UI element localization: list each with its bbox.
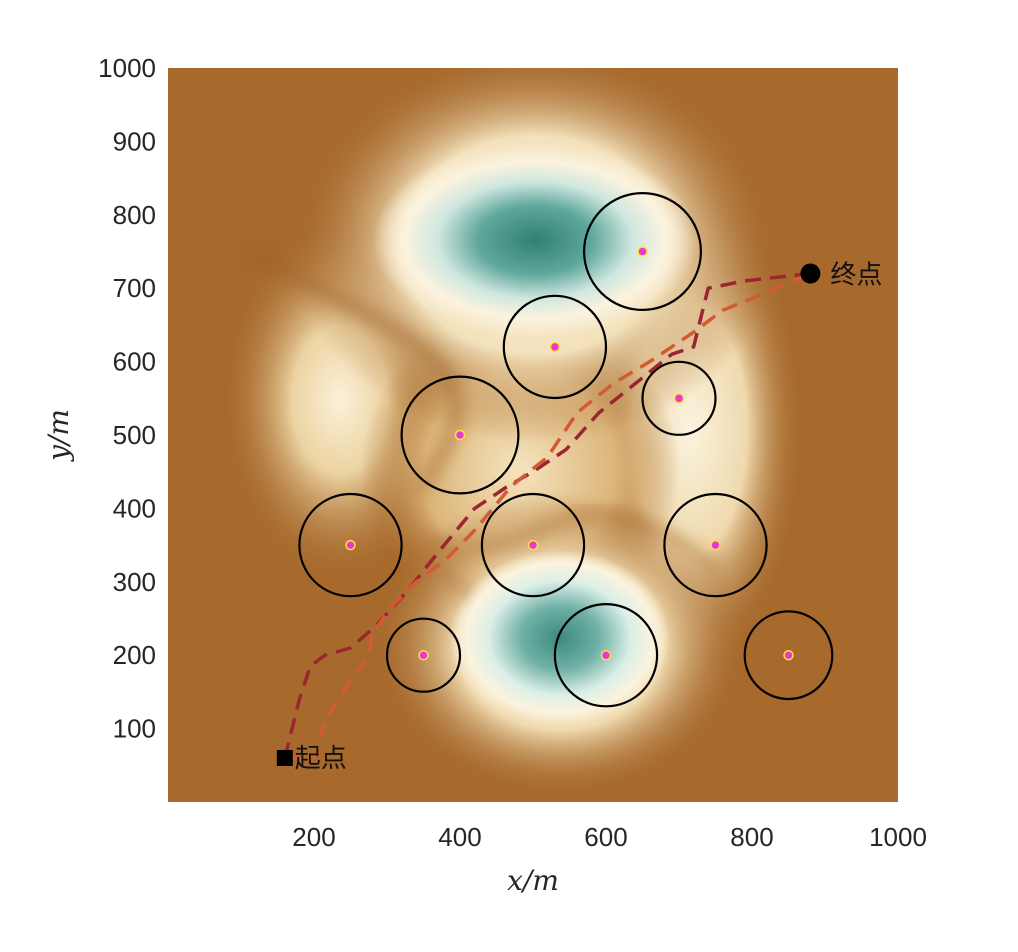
y-tick-label-3: 400 bbox=[113, 493, 156, 523]
obstacle-center-1 bbox=[549, 341, 561, 353]
obstacle-ring-4 bbox=[298, 492, 403, 598]
x-tick-label-4: 1000 bbox=[869, 822, 927, 852]
obstacle-ring-9 bbox=[743, 610, 834, 701]
obstacle-center-8 bbox=[600, 649, 612, 661]
obstacle-ring-3 bbox=[400, 375, 520, 495]
y-tick-label-8: 900 bbox=[113, 126, 156, 156]
y-tick-label-4: 500 bbox=[113, 420, 156, 450]
obstacle-center-7 bbox=[418, 649, 429, 661]
end-marker bbox=[800, 263, 821, 284]
obstacle-ring-8 bbox=[553, 603, 659, 708]
obstacle-ring-5 bbox=[480, 492, 586, 598]
obstacle-center-4 bbox=[345, 539, 356, 551]
y-tick-label-2: 300 bbox=[113, 567, 156, 597]
obstacle-center-9 bbox=[783, 649, 794, 661]
start-label: 起点 bbox=[295, 744, 347, 774]
y-axis-label: y/m bbox=[42, 409, 75, 463]
y-tick-label-5: 600 bbox=[113, 347, 156, 377]
x-axis-label: x/m bbox=[507, 864, 559, 897]
obstacle-center-5 bbox=[527, 539, 539, 551]
obstacle-ring-2 bbox=[641, 360, 717, 436]
x-tick-label-3: 800 bbox=[730, 822, 773, 852]
obstacle-ring-7 bbox=[385, 617, 462, 693]
x-tick-label-0: 200 bbox=[292, 822, 335, 852]
obstacle-ring-1 bbox=[502, 294, 608, 400]
end-label: 终点 bbox=[830, 261, 882, 291]
obstacle-center-2 bbox=[673, 393, 685, 404]
obstacle-center-6 bbox=[710, 539, 721, 551]
y-tick-label-0: 100 bbox=[113, 714, 156, 744]
obstacle-ring-6 bbox=[663, 492, 768, 598]
obstacle-center-0 bbox=[637, 246, 648, 257]
plot-area bbox=[168, 68, 898, 802]
obstacle-ring-0 bbox=[582, 192, 702, 312]
y-tick-label-6: 700 bbox=[113, 273, 156, 303]
path-series-2 bbox=[284, 271, 812, 760]
y-tick-label-7: 800 bbox=[113, 200, 156, 230]
y-tick-label-9: 1000 bbox=[98, 53, 156, 83]
terrain-shading bbox=[168, 68, 898, 802]
y-tick-label-1: 200 bbox=[113, 640, 156, 670]
obstacle-center-3 bbox=[454, 429, 466, 441]
start-marker bbox=[276, 749, 293, 766]
x-tick-label-2: 600 bbox=[584, 822, 627, 852]
x-tick-label-1: 400 bbox=[438, 822, 481, 852]
